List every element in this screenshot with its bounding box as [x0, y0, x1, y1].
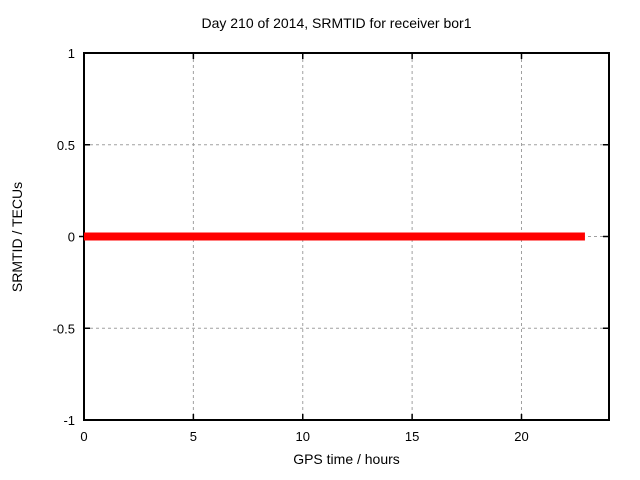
chart-title: Day 210 of 2014, SRMTID for receiver bor… [201, 15, 472, 31]
x-tick-label: 0 [80, 429, 87, 444]
x-tick-label: 20 [514, 429, 528, 444]
y-tick-label: 1 [68, 46, 75, 61]
x-tick-label: 15 [405, 429, 419, 444]
y-tick-label: 0.5 [57, 138, 75, 153]
x-axis-label: GPS time / hours [293, 451, 400, 467]
y-tick-label: -0.5 [53, 321, 75, 336]
x-tick-label: 5 [190, 429, 197, 444]
y-tick-label: -1 [63, 413, 75, 428]
y-tick-label: 0 [68, 230, 75, 245]
x-tick-label: 10 [296, 429, 310, 444]
